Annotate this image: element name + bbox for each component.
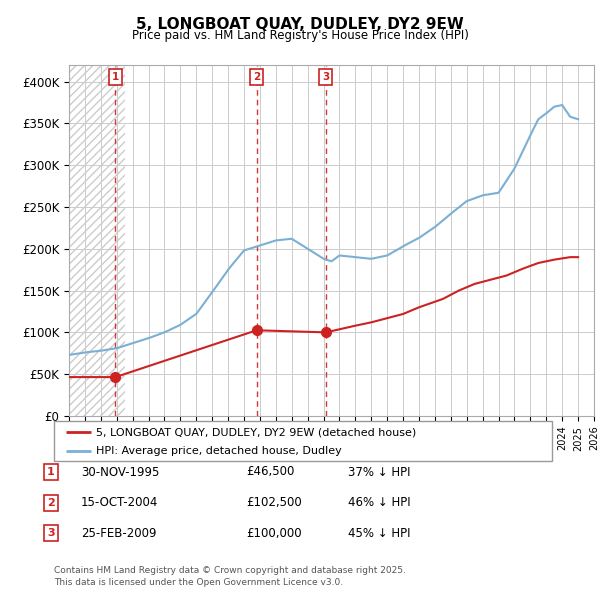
Text: £46,500: £46,500 [246,466,295,478]
Bar [69,65,125,416]
Text: 5, LONGBOAT QUAY, DUDLEY, DY2 9EW: 5, LONGBOAT QUAY, DUDLEY, DY2 9EW [136,17,464,31]
Text: 25-FEB-2009: 25-FEB-2009 [81,527,157,540]
Text: 3: 3 [322,72,329,82]
Text: 2: 2 [253,72,260,82]
Text: 45% ↓ HPI: 45% ↓ HPI [348,527,410,540]
Text: 1: 1 [112,72,119,82]
Text: 15-OCT-2004: 15-OCT-2004 [81,496,158,509]
Text: 3: 3 [47,529,55,538]
Text: 46% ↓ HPI: 46% ↓ HPI [348,496,410,509]
Text: Contains HM Land Registry data © Crown copyright and database right 2025.
This d: Contains HM Land Registry data © Crown c… [54,566,406,587]
Bar [69,65,125,416]
Text: Price paid vs. HM Land Registry's House Price Index (HPI): Price paid vs. HM Land Registry's House … [131,29,469,42]
Text: 30-NOV-1995: 30-NOV-1995 [81,466,160,478]
Text: HPI: Average price, detached house, Dudley: HPI: Average price, detached house, Dudl… [97,445,342,455]
Text: £100,000: £100,000 [246,527,302,540]
Text: £102,500: £102,500 [246,496,302,509]
Text: 37% ↓ HPI: 37% ↓ HPI [348,466,410,478]
Text: 1: 1 [47,467,55,477]
Text: 2: 2 [47,498,55,507]
Text: 5, LONGBOAT QUAY, DUDLEY, DY2 9EW (detached house): 5, LONGBOAT QUAY, DUDLEY, DY2 9EW (detac… [97,427,416,437]
